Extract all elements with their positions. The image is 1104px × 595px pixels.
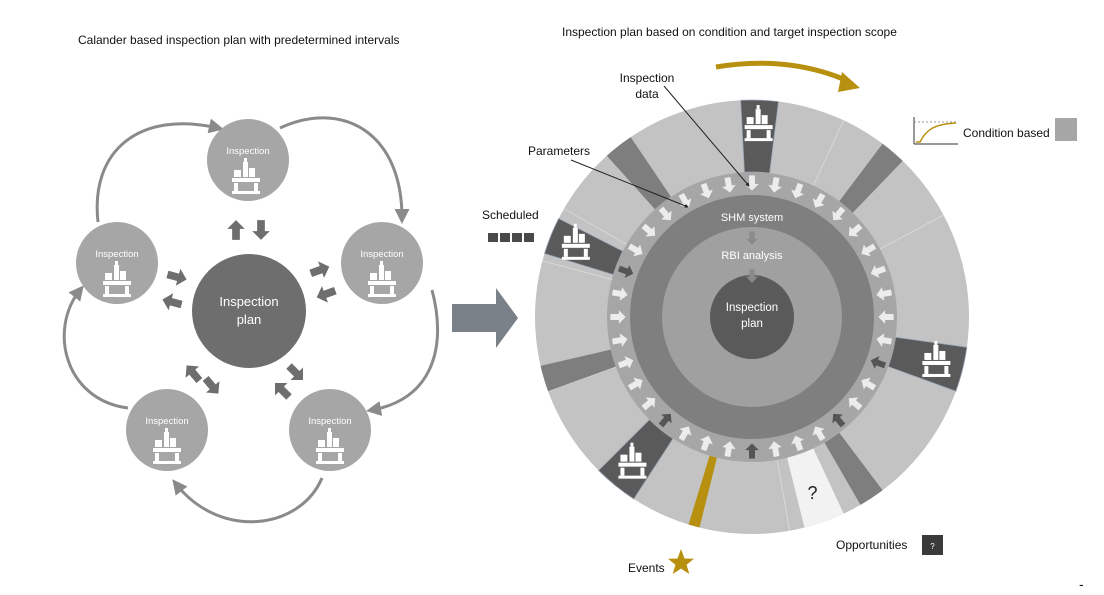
segment-divider — [776, 459, 791, 531]
parameters-label: Parameters — [528, 144, 590, 158]
scheduled-label: Scheduled — [482, 208, 539, 222]
condition-based-swatch — [1055, 118, 1077, 141]
condition-segment-1 — [839, 143, 903, 213]
node-bottom-right-label: Inspection — [308, 416, 351, 427]
arrow-icon — [282, 359, 310, 387]
arrow-icon — [313, 282, 339, 306]
left-title: Calander based inspection plan with pred… — [78, 33, 400, 47]
arrow-icon — [160, 290, 184, 314]
opportunities-label: Opportunities — [836, 538, 907, 552]
star-icon — [668, 549, 694, 574]
inspection-data-leader — [663, 85, 750, 187]
condition-based-label: Condition based — [963, 126, 1050, 140]
events-label: Events — [628, 561, 665, 575]
arrow-icon — [227, 220, 245, 240]
node-left-label: Inspection — [95, 249, 138, 260]
left-center-label-1: Inspection — [219, 294, 278, 309]
node-bottom-right: Inspection — [289, 389, 371, 471]
node-right: Inspection — [341, 222, 423, 304]
condition-segment-2 — [824, 432, 883, 505]
node-left: Inspection — [76, 222, 158, 304]
segment-divider — [563, 208, 627, 245]
segment-divider — [542, 260, 613, 280]
right-title: Inspection plan based on condition and t… — [562, 25, 897, 39]
condition-segment-3 — [540, 349, 616, 392]
right-center-label-2: plan — [741, 318, 763, 330]
node-top-label: Inspection — [226, 146, 269, 157]
segment-divider — [879, 214, 944, 250]
segment-divider — [812, 120, 845, 186]
dash-mark: - — [1079, 576, 1084, 592]
shm-system-label: SHM system — [721, 212, 783, 224]
arrow-icon — [838, 72, 860, 92]
inspection-data-label-2: data — [635, 87, 659, 101]
node-right-label: Inspection — [360, 249, 403, 260]
opportunities-badge — [922, 535, 943, 555]
step-response-icon — [911, 114, 961, 148]
node-bottom-left-label: Inspection — [145, 416, 188, 427]
arrow-icon — [165, 265, 189, 289]
arrow-icon — [198, 372, 226, 400]
transition-arrow — [452, 288, 518, 348]
arrow-icon — [268, 376, 296, 404]
scheduled-legend — [488, 233, 534, 242]
left-center-circle — [192, 254, 306, 368]
arrow-icon — [252, 220, 270, 240]
node-top: Inspection — [207, 119, 289, 201]
inspection-data-label-1: Inspection — [620, 71, 675, 85]
right-center-label-1: Inspection — [726, 302, 778, 314]
node-bottom-left: Inspection — [126, 389, 208, 471]
opportunity-segment — [787, 448, 844, 528]
right-center-circle — [710, 275, 794, 359]
event-segment — [688, 455, 717, 528]
condition-segment-4 — [606, 137, 671, 210]
rbi-analysis-label: RBI analysis — [721, 250, 783, 262]
arrow-icon — [179, 359, 207, 387]
opportunities-badge-text: ? — [930, 542, 935, 551]
cycle-arrows — [62, 116, 440, 524]
parameters-leader — [570, 159, 689, 208]
arrow-icon — [307, 258, 333, 282]
left-center-label-2: plan — [237, 312, 262, 327]
rotation-arrow — [715, 60, 852, 85]
opportunity-question-mark: ? — [808, 483, 818, 503]
